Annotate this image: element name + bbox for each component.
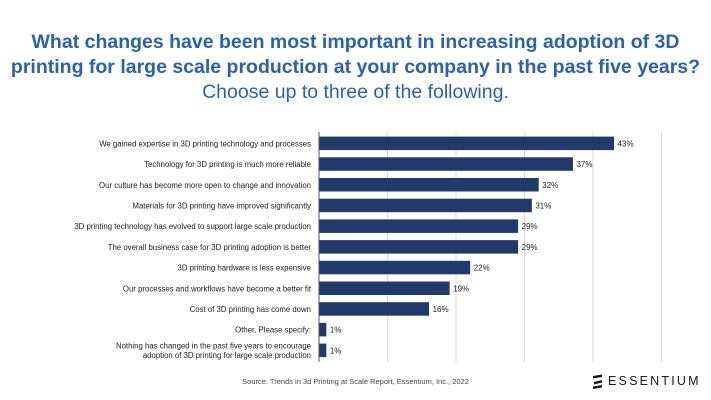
bar-value-label: 29% xyxy=(522,243,538,252)
bar-value-label: 32% xyxy=(542,181,558,190)
bar-value-label: 31% xyxy=(535,201,551,210)
bar-value-label: 19% xyxy=(453,284,469,293)
bar-value-label: 16% xyxy=(433,305,449,314)
category-label: adoption of 3D printing for large scale … xyxy=(143,351,311,360)
bar xyxy=(319,260,471,275)
category-label: Materials for 3D printing have improved … xyxy=(132,201,311,210)
bar xyxy=(319,157,573,171)
bar-value-label: 1% xyxy=(330,346,342,355)
essentium-logo-icon xyxy=(593,374,602,389)
bar xyxy=(319,240,519,254)
category-label: Other. Please specify: xyxy=(235,326,311,335)
chart-title: What changes have been most important in… xyxy=(0,30,711,105)
title-line-1: What changes have been most important in… xyxy=(31,31,680,53)
bar xyxy=(319,198,532,213)
bar xyxy=(319,302,430,316)
category-label: Cost of 3D printing has come down xyxy=(190,305,311,314)
bar xyxy=(319,281,450,295)
title-line-2: printing for large scale production at y… xyxy=(10,56,701,78)
category-label: We gained expertise in 3D printing techn… xyxy=(99,139,311,148)
bar-value-label: 22% xyxy=(474,264,490,273)
source-note: Source: Trends in 3d Printing at Scale R… xyxy=(242,377,469,386)
bar xyxy=(319,343,327,358)
category-label: 3D printing hardware is less expensive xyxy=(178,264,311,273)
bar-chart: 43% We gained expertise in 3D printing te… xyxy=(74,132,662,362)
bar-value-label: 1% xyxy=(330,326,342,335)
brand-name: ESSENTIUM xyxy=(608,374,701,388)
bar xyxy=(319,136,615,151)
bar xyxy=(319,219,519,233)
chart-subtitle: Choose up to three of the following. xyxy=(202,81,509,103)
bar xyxy=(319,178,539,192)
bar-value-label: 29% xyxy=(522,222,538,231)
category-label: Nothing has changed in the past five yea… xyxy=(116,342,311,351)
bar xyxy=(319,322,327,337)
category-label: The overall business case for 3D printin… xyxy=(108,243,312,252)
category-label: Our processes and workflows have become … xyxy=(123,284,312,293)
essentium-logo: ESSENTIUM xyxy=(592,372,701,390)
category-label: Our culture has become more open to chan… xyxy=(99,181,311,190)
bar-value-label: 43% xyxy=(618,139,634,148)
category-label: Technology for 3D printing is much more … xyxy=(144,160,311,169)
category-label: 3D printing technology has evolved to su… xyxy=(74,222,311,231)
bar-value-label: 37% xyxy=(576,160,592,169)
